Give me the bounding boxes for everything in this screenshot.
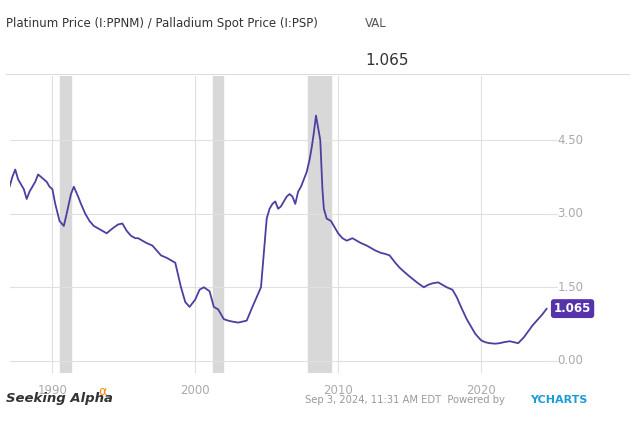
Text: 1.065: 1.065 <box>554 302 591 315</box>
Text: 4.50: 4.50 <box>558 134 584 147</box>
Bar <box>309 76 331 373</box>
Text: α: α <box>98 385 107 398</box>
Text: VAL: VAL <box>365 17 387 30</box>
Text: Sep 3, 2024, 11:31 AM EDT  Powered by: Sep 3, 2024, 11:31 AM EDT Powered by <box>305 395 505 405</box>
Text: 2010: 2010 <box>323 384 353 397</box>
Text: 1.065: 1.065 <box>365 53 409 68</box>
Text: Platinum Price (I:PPNM) / Palladium Spot Price (I:PSP): Platinum Price (I:PPNM) / Palladium Spot… <box>6 17 318 30</box>
Text: 3.00: 3.00 <box>558 207 584 220</box>
Text: 2020: 2020 <box>466 384 496 397</box>
Text: 1990: 1990 <box>37 384 67 397</box>
Bar <box>213 76 223 373</box>
Text: Seeking Alpha: Seeking Alpha <box>6 392 114 405</box>
Bar <box>60 76 71 373</box>
Text: YCHARTS: YCHARTS <box>530 395 587 405</box>
Text: 2000: 2000 <box>180 384 210 397</box>
Text: 0.00: 0.00 <box>558 354 584 367</box>
Text: 1.50: 1.50 <box>558 281 584 294</box>
